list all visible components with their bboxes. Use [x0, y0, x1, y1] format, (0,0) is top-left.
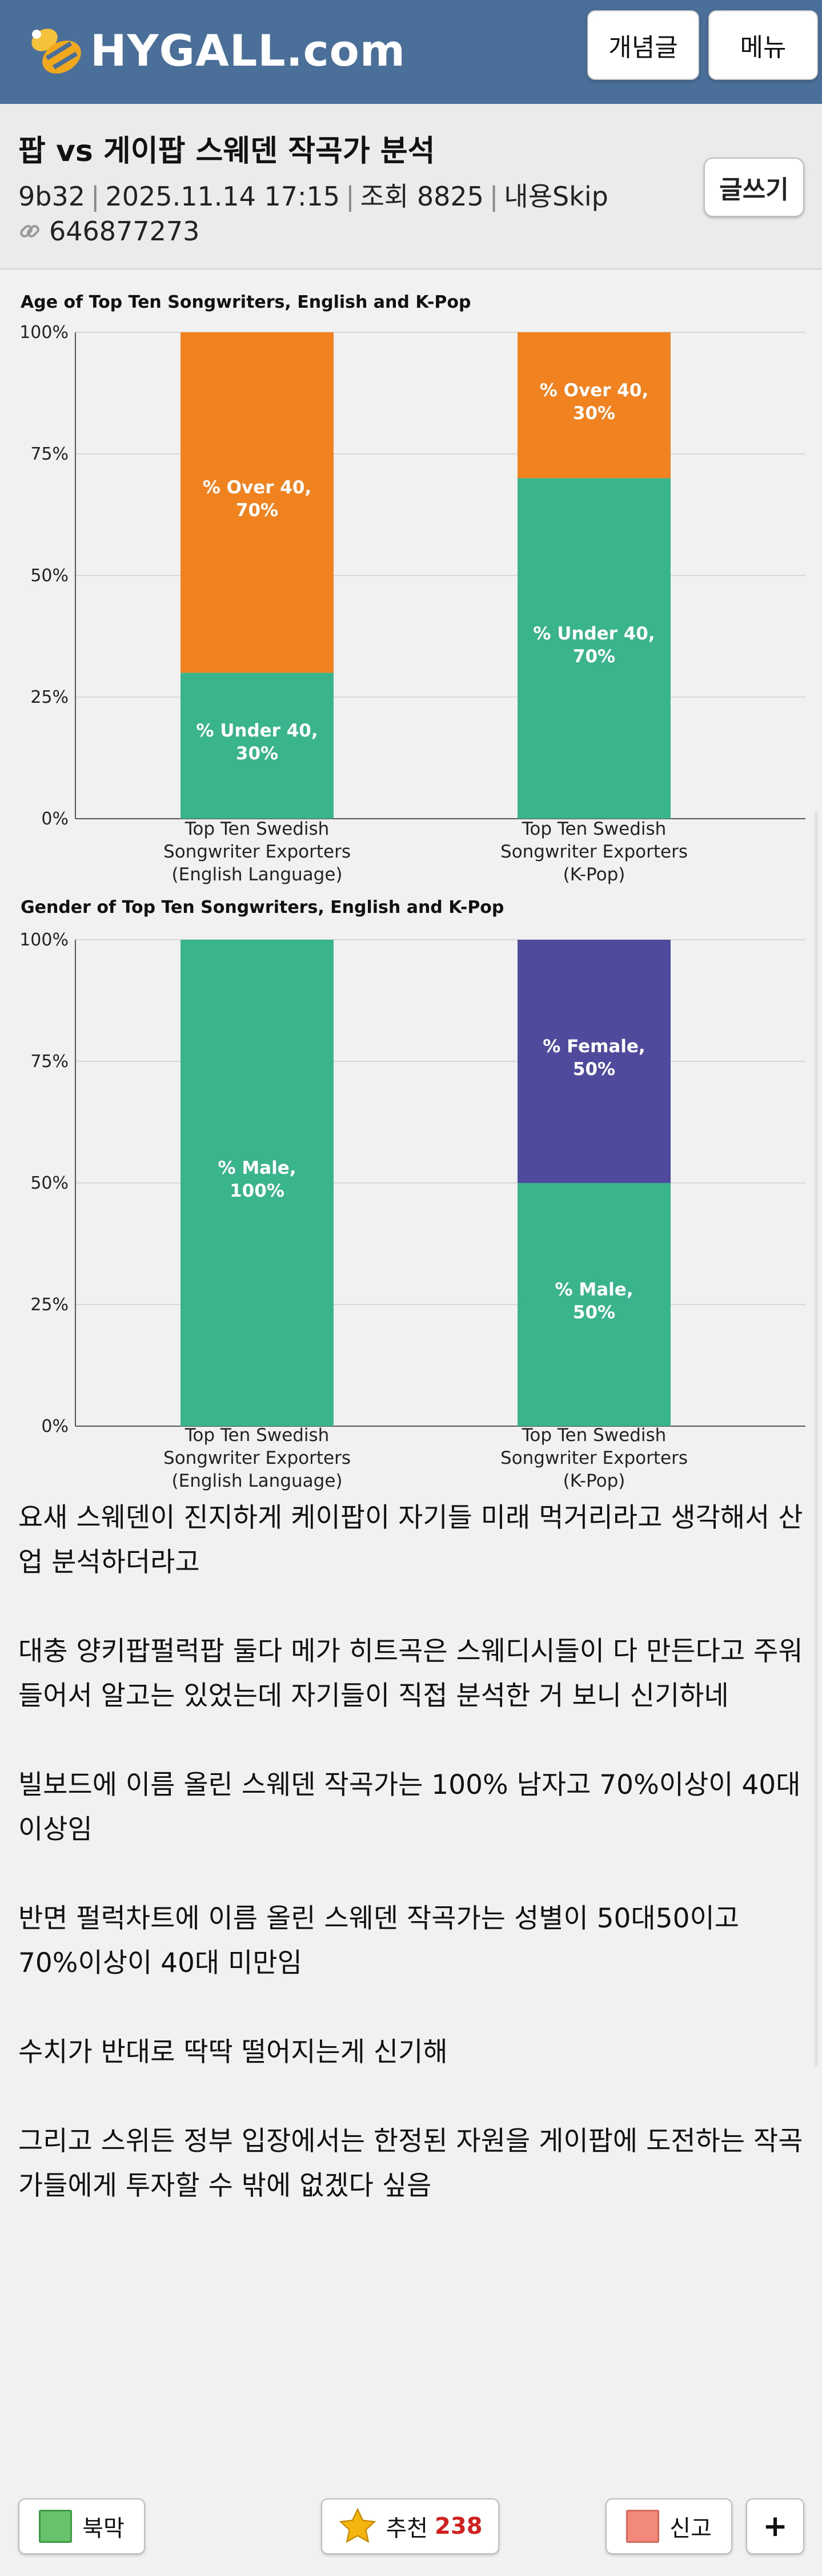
data-label: % Male, — [218, 1158, 296, 1178]
views-count: 8825 — [416, 181, 484, 212]
age-chart: Age of Top Ten Songwriters, English and … — [0, 269, 822, 897]
bar-segment — [181, 673, 334, 819]
age-chart-svg: 0%25%50%75%100%% Under 40,30%% Over 40,7… — [19, 323, 805, 885]
data-label: % Female, — [543, 1036, 645, 1057]
gender-chart: Gender of Top Ten Songwriters, English a… — [0, 897, 822, 1508]
bar-segment — [181, 940, 334, 1426]
category-label: (English Language) — [172, 864, 343, 885]
category-label: (K-Pop) — [563, 864, 625, 885]
top-bar: HYGALL.com 개념글 메뉴 — [0, 0, 822, 104]
data-label: % Over 40, — [203, 477, 311, 498]
data-label: % Under 40, — [533, 623, 655, 644]
chart-title: Age of Top Ten Songwriters, English and … — [21, 292, 471, 312]
content-paragraph: 그리고 스위든 정부 입장에서는 한정된 자원을 게이팝에 도전하는 작곡가들에… — [18, 2126, 803, 2201]
y-tick-label: 50% — [30, 1173, 69, 1193]
category-label: Top Ten Swedish — [185, 1425, 330, 1446]
recommend-button[interactable]: 추천 238 — [321, 2498, 499, 2554]
data-label: % Over 40, — [540, 380, 648, 401]
content-paragraph: 수치가 반대로 딱딱 떨어지는게 신기해 — [18, 2036, 448, 2068]
scrollbar[interactable] — [815, 811, 818, 2067]
views-label: 조회 — [360, 181, 409, 212]
data-label: 50% — [573, 1059, 615, 1080]
menu-button[interactable]: 메뉴 — [708, 10, 818, 80]
bar-segment — [181, 332, 334, 673]
y-tick-label: 75% — [30, 444, 69, 464]
category-label: Top Ten Swedish — [522, 1425, 667, 1446]
content-paragraph: 반면 펄럭차트에 이름 올린 스웨덴 작곡가는 성별이 50대50이고 70%이… — [18, 1903, 739, 1979]
bookmark-icon — [39, 2510, 73, 2543]
write-button[interactable]: 글쓰기 — [704, 158, 804, 217]
site-logo[interactable]: HYGALL.com — [24, 23, 406, 78]
category-label: Songwriter Exporters — [163, 842, 351, 862]
report-icon — [626, 2510, 660, 2543]
recommend-count: 238 — [435, 2513, 483, 2539]
post-content: 요새 스웨덴이 진지하게 케이팝이 자기들 미래 먹거리라고 생각해서 산업 분… — [18, 1496, 807, 2253]
report-label: 신고 — [669, 2515, 712, 2542]
bar-segment — [518, 478, 671, 819]
post-author: 9b32 — [18, 181, 85, 212]
bee-logo-icon — [31, 29, 81, 74]
bookmark-label: 북막 — [82, 2515, 125, 2542]
data-label: % Under 40, — [196, 721, 318, 741]
post-meta: 9b32 | 2025.11.14 17:15 | 조회 8825 | 내용Skip — [18, 176, 608, 214]
logo-text: HYGALL.com — [90, 25, 406, 76]
data-label: 70% — [236, 500, 278, 521]
y-tick-label: 100% — [19, 930, 69, 950]
category-label: Top Ten Swedish — [522, 819, 667, 839]
link-icon — [20, 225, 39, 238]
category-label: (K-Pop) — [563, 1471, 625, 1491]
category-label: (English Language) — [172, 1471, 343, 1491]
recommend-label: 추천 — [386, 2515, 428, 2542]
gender-chart-svg: 0% 25% 50% 75% 100% % Male, 100% Top Ten Swedis… — [19, 930, 805, 1491]
y-tick-label: 50% — [30, 566, 69, 586]
bar-segment — [518, 1183, 671, 1426]
post-header: 팝 vs 게이팝 스웨덴 작곡가 분석 9b32 | 2025.11.14 17:1… — [0, 104, 822, 269]
skip-content-link[interactable]: 내용Skip — [504, 181, 608, 212]
data-label: % Male, — [555, 1279, 633, 1300]
category-label: Songwriter Exporters — [500, 1448, 688, 1468]
more-button[interactable]: + — [746, 2498, 804, 2554]
data-label: 70% — [573, 646, 615, 667]
gaenyeom-button[interactable]: 개념글 — [587, 10, 699, 80]
y-tick-label: 75% — [30, 1052, 69, 1072]
post-link-id: 646877273 — [49, 216, 200, 247]
bookmark-button[interactable]: 북막 — [18, 2498, 145, 2554]
category-label: Top Ten Swedish — [185, 819, 330, 839]
meta-separator: | — [489, 181, 499, 212]
y-tick-label: 25% — [30, 687, 69, 707]
y-tick-label: 0% — [41, 1416, 69, 1436]
category-label: Songwriter Exporters — [500, 842, 688, 862]
meta-separator: | — [346, 181, 355, 212]
chart-title: Gender of Top Ten Songwriters, English a… — [21, 897, 504, 917]
data-label: 50% — [573, 1302, 615, 1323]
star-icon — [339, 2507, 376, 2543]
data-label: 30% — [573, 403, 615, 424]
bar-segment — [518, 940, 671, 1183]
y-tick-label: 100% — [19, 323, 69, 343]
content-paragraph: 요새 스웨덴이 진지하게 케이팝이 자기들 미래 먹거리라고 생각해서 산업 분… — [18, 1502, 803, 1578]
data-label: 30% — [236, 743, 278, 764]
meta-separator: | — [91, 181, 100, 212]
y-tick-label: 0% — [41, 809, 69, 829]
post-title: 팝 vs 게이팝 스웨덴 작곡가 분석 — [18, 134, 435, 168]
content-paragraph: 빌보드에 이름 올린 스웨덴 작곡가는 100% 남자고 70%이상이 40대 … — [18, 1769, 801, 1845]
post-link[interactable]: 646877273 — [18, 216, 199, 247]
report-button[interactable]: 신고 — [606, 2498, 732, 2554]
bar-segment — [518, 332, 671, 478]
post-datetime: 2025.11.14 17:15 — [105, 181, 340, 212]
content-paragraph: 대충 양키팝펄럭팝 둘다 메가 히트곡은 스웨디시들이 다 만든다고 주워들어서… — [18, 1636, 803, 1712]
y-tick-label: 25% — [30, 1295, 69, 1315]
category-label: Songwriter Exporters — [163, 1448, 351, 1468]
data-label: 100% — [230, 1181, 284, 1201]
